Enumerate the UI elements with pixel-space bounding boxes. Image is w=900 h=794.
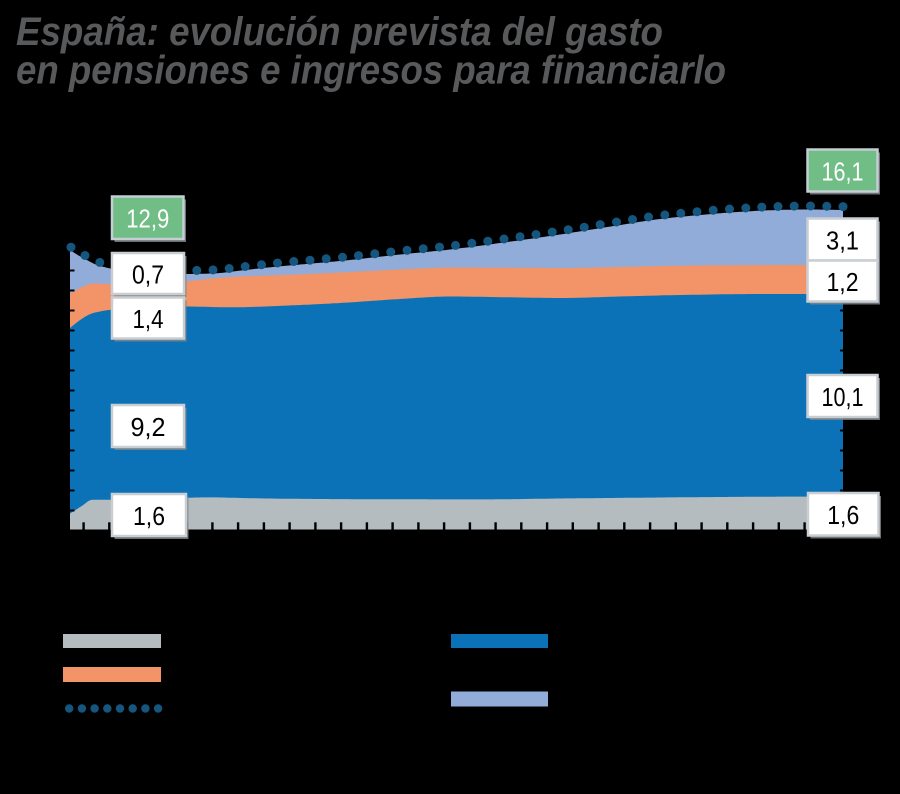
- svg-text:0,7: 0,7: [132, 259, 164, 289]
- svg-text:1,6: 1,6: [133, 501, 165, 531]
- svg-text:16,1: 16,1: [822, 156, 864, 186]
- svg-text:10,1: 10,1: [822, 382, 864, 412]
- svg-text:en pensiones e ingresos para f: en pensiones e ingresos para financiarlo: [16, 49, 726, 93]
- svg-text:3,1: 3,1: [826, 225, 859, 255]
- svg-text:1,2: 1,2: [827, 267, 859, 297]
- svg-text:1,6: 1,6: [827, 500, 859, 530]
- svg-text:12,9: 12,9: [126, 204, 169, 234]
- svg-text:1,4: 1,4: [133, 304, 164, 334]
- svg-text:9,2: 9,2: [131, 412, 166, 442]
- svg-text:España: evolución prevista del: España: evolución prevista del gasto: [16, 10, 663, 54]
